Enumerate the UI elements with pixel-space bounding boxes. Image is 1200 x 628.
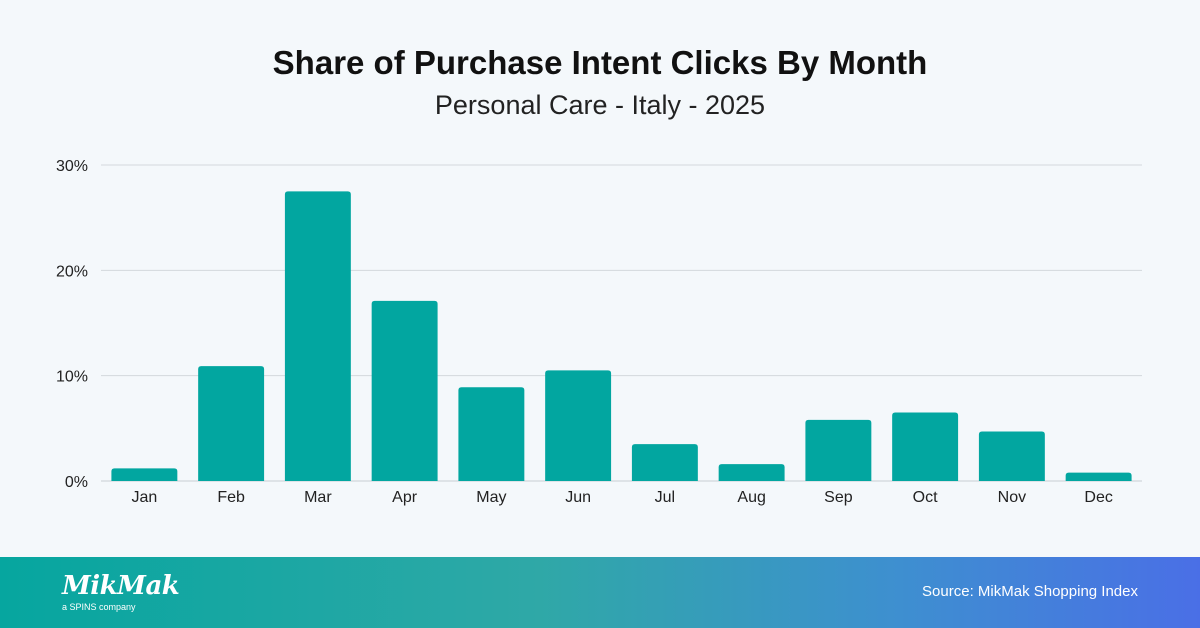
bar — [284, 191, 351, 482]
x-tick-label: May — [476, 489, 506, 506]
x-tick-label: Feb — [217, 489, 245, 506]
source-note: Source: MikMak Shopping Index — [922, 583, 1138, 600]
x-tick-label: Jun — [565, 489, 591, 506]
bar — [1065, 472, 1132, 481]
y-tick-label: 10% — [56, 369, 88, 386]
bar — [718, 464, 785, 481]
bar — [111, 468, 178, 481]
x-tick-label: Aug — [737, 489, 765, 506]
y-tick-label: 20% — [56, 263, 88, 280]
x-tick-label: Nov — [998, 489, 1026, 506]
x-tick-label: Apr — [392, 489, 418, 506]
x-tick-label: Sep — [824, 489, 853, 506]
bar — [371, 300, 438, 481]
bar — [892, 412, 959, 481]
bar — [198, 366, 265, 481]
bar — [545, 370, 612, 481]
bar — [805, 419, 872, 481]
x-tick-label: Mar — [304, 489, 332, 506]
chart-title: Share of Purchase Intent Clicks By Month — [272, 44, 928, 81]
bar — [458, 387, 525, 481]
x-tick-label: Oct — [913, 489, 938, 506]
bar — [631, 444, 698, 481]
x-tick-label: Jan — [131, 489, 157, 506]
bar — [978, 431, 1045, 481]
mikmak-logo: MikMak — [62, 571, 180, 601]
x-tick-label: Dec — [1084, 489, 1112, 506]
footer-banner: MikMak a SPINS company Source: MikMak Sh… — [0, 557, 1200, 628]
y-tick-label: 30% — [56, 158, 88, 175]
x-tick-label: Jul — [655, 489, 675, 506]
y-tick-label: 0% — [65, 474, 88, 491]
chart-subtitle: Personal Care - Italy - 2025 — [434, 90, 766, 120]
logo-subtext: a SPINS company — [62, 602, 136, 612]
